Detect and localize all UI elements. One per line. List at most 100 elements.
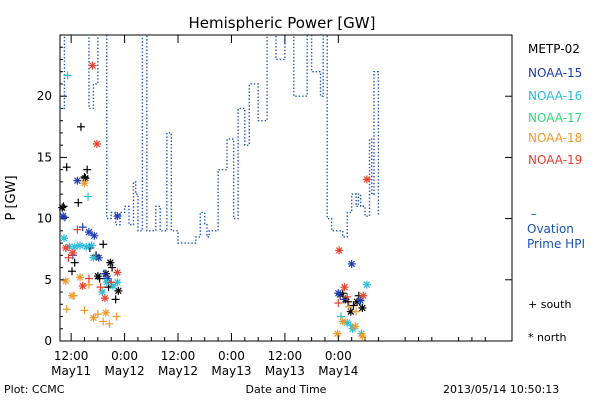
point-north-noaa-19 bbox=[88, 61, 97, 70]
point-south-noaa-19 bbox=[64, 253, 73, 262]
point-south-metp-02 bbox=[68, 267, 77, 276]
y-tick-label: 10 bbox=[37, 212, 52, 226]
point-south-noaa-18 bbox=[112, 312, 121, 321]
point-north-noaa-19 bbox=[335, 246, 344, 255]
point-north-metp-02 bbox=[93, 272, 102, 281]
x-tick-time: 0:00 bbox=[218, 349, 245, 363]
plot-frame bbox=[59, 34, 513, 342]
point-south-noaa-18 bbox=[99, 317, 108, 326]
point-north-noaa-19 bbox=[359, 291, 368, 300]
point-south-noaa-15 bbox=[78, 223, 87, 232]
point-north-noaa-18 bbox=[68, 291, 77, 300]
y-tick-label: 5 bbox=[44, 273, 52, 287]
point-south-metp-02 bbox=[83, 165, 92, 174]
x-tick-time: 12:00 bbox=[268, 349, 303, 363]
point-south-noaa-18 bbox=[93, 310, 102, 319]
legend-noaa-19: NOAA-19 bbox=[528, 153, 583, 167]
point-north-noaa-15 bbox=[347, 259, 356, 268]
x-axis: 12:00May110:00May1212:00May120:00May1312… bbox=[51, 35, 486, 378]
point-north-metp-02 bbox=[358, 303, 367, 312]
legend-ovation-label: Ovation Prime HPI bbox=[527, 222, 585, 251]
point-north-noaa-15 bbox=[113, 212, 122, 221]
point-south-noaa-16 bbox=[84, 192, 93, 201]
x-tick-time: 0:00 bbox=[111, 349, 138, 363]
y-tick-label: 15 bbox=[37, 150, 52, 164]
point-south-noaa-18 bbox=[105, 319, 114, 328]
point-north-noaa-15 bbox=[84, 228, 93, 237]
legend-noaa-15: NOAA-15 bbox=[528, 66, 583, 80]
x-tick-date: May12 bbox=[105, 364, 145, 378]
point-north-noaa-18 bbox=[358, 332, 367, 341]
x-tick-time: 12:00 bbox=[161, 349, 196, 363]
x-tick-time: 0:00 bbox=[325, 349, 352, 363]
point-south-noaa-19 bbox=[334, 299, 343, 308]
point-north-noaa-18 bbox=[80, 179, 89, 188]
point-north-noaa-15 bbox=[334, 289, 343, 298]
point-south-noaa-19 bbox=[84, 274, 93, 283]
point-south-noaa-19 bbox=[107, 278, 116, 287]
legend-noaa-18: NOAA-18 bbox=[528, 131, 583, 145]
point-north-noaa-15 bbox=[59, 212, 68, 221]
point-north-noaa-19 bbox=[113, 268, 122, 277]
point-south-noaa-19 bbox=[73, 225, 82, 234]
point-south-metp-02 bbox=[349, 301, 358, 310]
key-north: * north bbox=[528, 331, 567, 344]
point-south-metp-02 bbox=[74, 198, 83, 207]
legend-metp-02: METP-02 bbox=[528, 42, 580, 56]
y-tick-label: 0 bbox=[44, 334, 52, 348]
point-south-noaa-18 bbox=[352, 307, 361, 316]
point-north-noaa-18 bbox=[101, 308, 110, 317]
point-north-noaa-16 bbox=[60, 234, 69, 243]
x-tick-time: 12:00 bbox=[54, 349, 89, 363]
point-north-noaa-18 bbox=[76, 273, 85, 282]
point-south-metp-02 bbox=[76, 122, 85, 131]
point-south-noaa-16 bbox=[63, 71, 72, 80]
point-north-noaa-15 bbox=[90, 231, 99, 240]
point-north-noaa-18 bbox=[61, 277, 70, 286]
point-north-noaa-19 bbox=[61, 243, 70, 252]
point-north-noaa-19 bbox=[340, 283, 349, 292]
point-north-noaa-19 bbox=[78, 281, 87, 290]
point-south-noaa-19 bbox=[343, 292, 352, 301]
y-tick-label: 20 bbox=[37, 89, 52, 103]
point-north-noaa-16 bbox=[82, 242, 91, 251]
point-north-noaa-19 bbox=[68, 248, 77, 257]
key-north-label: north bbox=[537, 331, 567, 344]
point-north-noaa-19 bbox=[362, 175, 371, 184]
point-south-metp-02 bbox=[99, 240, 108, 249]
y-axis: 0 5 10 15 20 bbox=[37, 46, 512, 348]
point-north-noaa-16 bbox=[70, 242, 79, 251]
point-south-metp-02 bbox=[62, 163, 71, 172]
point-south-noaa-19 bbox=[96, 283, 105, 292]
point-north-noaa-18 bbox=[89, 313, 98, 322]
key-south-label: south bbox=[540, 298, 572, 311]
x-tick-date: May13 bbox=[211, 364, 251, 378]
legend-noaa-16: NOAA-16 bbox=[528, 89, 583, 103]
ovation-series bbox=[60, 35, 380, 244]
point-south-noaa-15 bbox=[100, 269, 109, 278]
legend-ovation-dash: – bbox=[527, 207, 537, 221]
legend-ovation: – Ovation Prime HPI bbox=[527, 207, 600, 252]
point-north-noaa-19 bbox=[100, 294, 109, 303]
point-north-metp-02 bbox=[114, 286, 123, 295]
ovation-line bbox=[60, 35, 380, 244]
point-north-noaa-16 bbox=[76, 241, 85, 250]
x-tick-date: May11 bbox=[51, 364, 91, 378]
point-north-noaa-18 bbox=[351, 322, 360, 331]
plus-marker-icon: + bbox=[528, 298, 541, 311]
point-north-noaa-18 bbox=[333, 329, 342, 338]
key-south: + south bbox=[528, 298, 571, 311]
point-north-noaa-16 bbox=[89, 253, 98, 262]
point-south-metp-02 bbox=[70, 258, 79, 267]
x-tick-date: May14 bbox=[318, 364, 358, 378]
legend-noaa-17: NOAA-17 bbox=[528, 111, 583, 125]
point-north-metp-02 bbox=[106, 258, 115, 267]
point-north-noaa-15 bbox=[73, 176, 82, 185]
y-axis-label: P [GW] bbox=[4, 175, 19, 220]
point-north-noaa-16 bbox=[113, 278, 122, 287]
x-tick-date: May12 bbox=[158, 364, 198, 378]
point-north-noaa-19 bbox=[92, 139, 101, 148]
footer-timestamp: 2013/05/14 10:50:13 bbox=[443, 383, 560, 396]
point-north-noaa-16 bbox=[362, 280, 371, 289]
